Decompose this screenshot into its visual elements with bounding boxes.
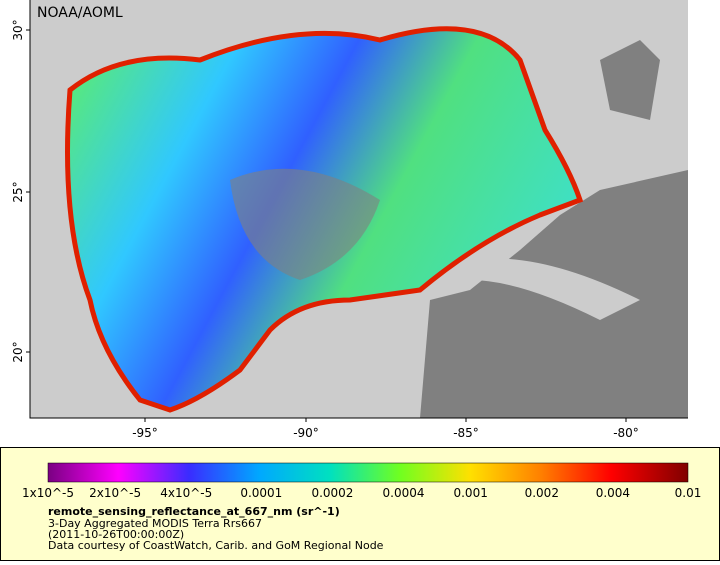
lat-axis: 30° 25° 20°	[11, 19, 30, 363]
legend-line: (2011-10-26T00:00:00Z)	[48, 528, 184, 541]
colorbar-label: 0.0004	[383, 486, 425, 500]
colorbar-label: 0.004	[596, 486, 630, 500]
lat-tick-label: 25°	[11, 181, 25, 202]
lon-tick-label: -95°	[132, 426, 158, 440]
lon-tick-label: -90°	[293, 426, 319, 440]
watermark: NOAA/AOML	[37, 5, 123, 21]
colorbar-label: 2x10^-5	[89, 486, 141, 500]
colorbar-label: 0.01	[675, 486, 702, 500]
colorbar	[47, 462, 689, 483]
lon-tick-label: -85°	[453, 426, 479, 440]
lat-tick-label: 20°	[11, 341, 25, 362]
colorbar-label: 0.0002	[311, 486, 353, 500]
colorbar-label: 4x10^-5	[160, 486, 212, 500]
legend-line: 3-Day Aggregated MODIS Terra Rrs667	[48, 517, 262, 530]
colorbar-label: 1x10^-5	[22, 486, 74, 500]
lat-tick-label: 30°	[11, 19, 25, 40]
nodata-patch	[230, 168, 380, 280]
legend-line: Data courtesy of CoastWatch, Carib. and …	[48, 539, 384, 552]
lon-axis: -95° -90° -85° -80°	[132, 418, 639, 440]
map: NOAA/AOML	[29, 0, 688, 419]
variable-name: remote_sensing_reflectance_at_667_nm (sr…	[48, 505, 340, 518]
colorbar-labels: 1x10^-5 2x10^-5 4x10^-5 0.0001 0.0002 0.0004 0…	[22, 486, 701, 500]
colorbar-label: 0.002	[525, 486, 559, 500]
colorbar-label: 0.0001	[240, 486, 282, 500]
lon-tick-label: -80°	[613, 426, 639, 440]
cuba	[470, 258, 640, 320]
colorbar-label: 0.001	[453, 486, 487, 500]
atlantic	[600, 40, 660, 120]
axes	[29, 0, 688, 419]
